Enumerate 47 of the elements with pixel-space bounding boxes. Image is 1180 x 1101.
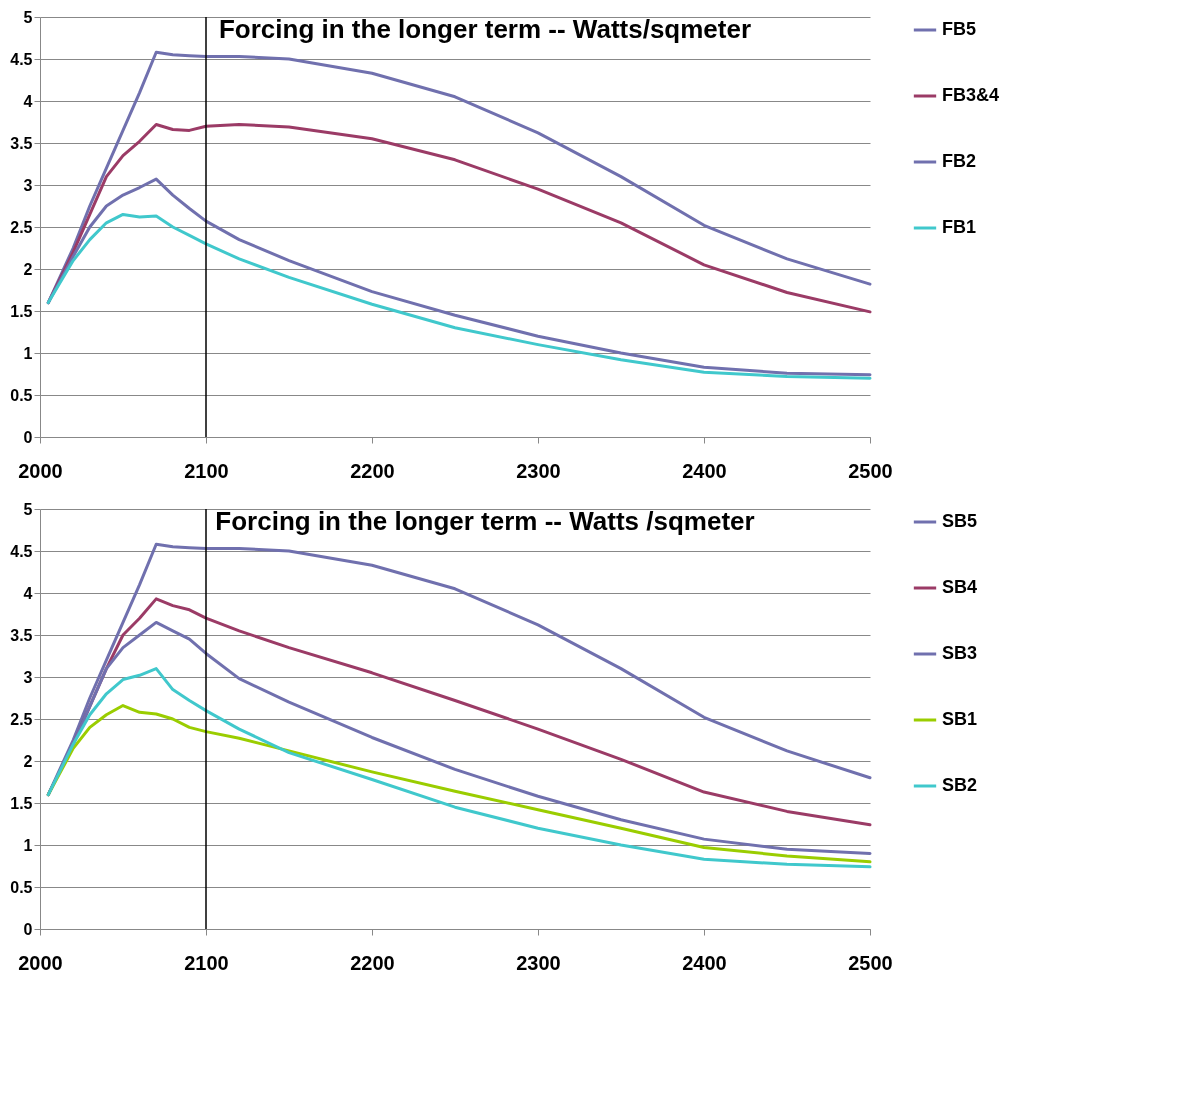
legend-label: SB1 (942, 709, 978, 729)
y-tick-label: 4.5 (10, 542, 33, 560)
y-tick-label: 3 (23, 668, 33, 686)
line-series (46, 212, 872, 380)
x-tick-label: 2000 (18, 951, 63, 974)
x-tick-label: 2500 (848, 951, 893, 974)
legend-label: FB2 (942, 151, 977, 171)
legend-label: SB4 (942, 577, 978, 597)
y-tick-label: 0 (23, 920, 33, 938)
y-tick-label: 0.5 (10, 878, 33, 896)
y-tick-label: 1 (23, 836, 33, 854)
chart-title: Forcing in the longer term -- Watts /sqmeter (215, 506, 755, 536)
y-tick-label: 5 (23, 500, 33, 518)
x-tick-label: 2200 (350, 951, 395, 974)
legend-label: FB3&4 (942, 85, 1000, 105)
legend-label: FB5 (942, 19, 977, 39)
y-tick-label: 0.5 (10, 386, 33, 404)
legend-label: SB2 (942, 775, 978, 795)
y-tick-label: 2.5 (10, 710, 33, 728)
x-tick-label: 2100 (184, 951, 229, 974)
legend-label: FB1 (942, 217, 977, 237)
x-tick-label: 2300 (516, 459, 561, 482)
y-tick-label: 0 (23, 428, 33, 446)
y-tick-label: 3.5 (10, 626, 33, 644)
y-tick-label: 3.5 (10, 134, 33, 152)
y-tick-label: 4 (23, 584, 33, 602)
x-tick-label: 2100 (184, 459, 229, 482)
chart-title: Forcing in the longer term -- Watts/sqmeter (218, 14, 752, 44)
x-tick-label: 2400 (682, 459, 727, 482)
legend-label: SB3 (942, 643, 978, 663)
legend-label: SB5 (942, 511, 978, 531)
y-tick-label: 1.5 (10, 302, 33, 320)
y-tick-label: 4 (23, 92, 33, 110)
x-tick-label: 2200 (350, 459, 395, 482)
line-series (46, 667, 872, 869)
y-tick-label: 1.5 (10, 794, 33, 812)
y-tick-label: 2.5 (10, 218, 33, 236)
y-tick-label: 4.5 (10, 50, 33, 68)
x-tick-label: 2000 (18, 459, 63, 482)
y-tick-label: 2 (23, 752, 33, 770)
y-tick-label: 3 (23, 176, 33, 194)
y-tick-label: 2 (23, 260, 33, 278)
y-tick-label: 1 (23, 344, 33, 362)
y-tick-label: 5 (23, 8, 33, 26)
x-tick-label: 2300 (516, 951, 561, 974)
x-tick-label: 2400 (682, 951, 727, 974)
x-tick-label: 2500 (848, 459, 893, 482)
